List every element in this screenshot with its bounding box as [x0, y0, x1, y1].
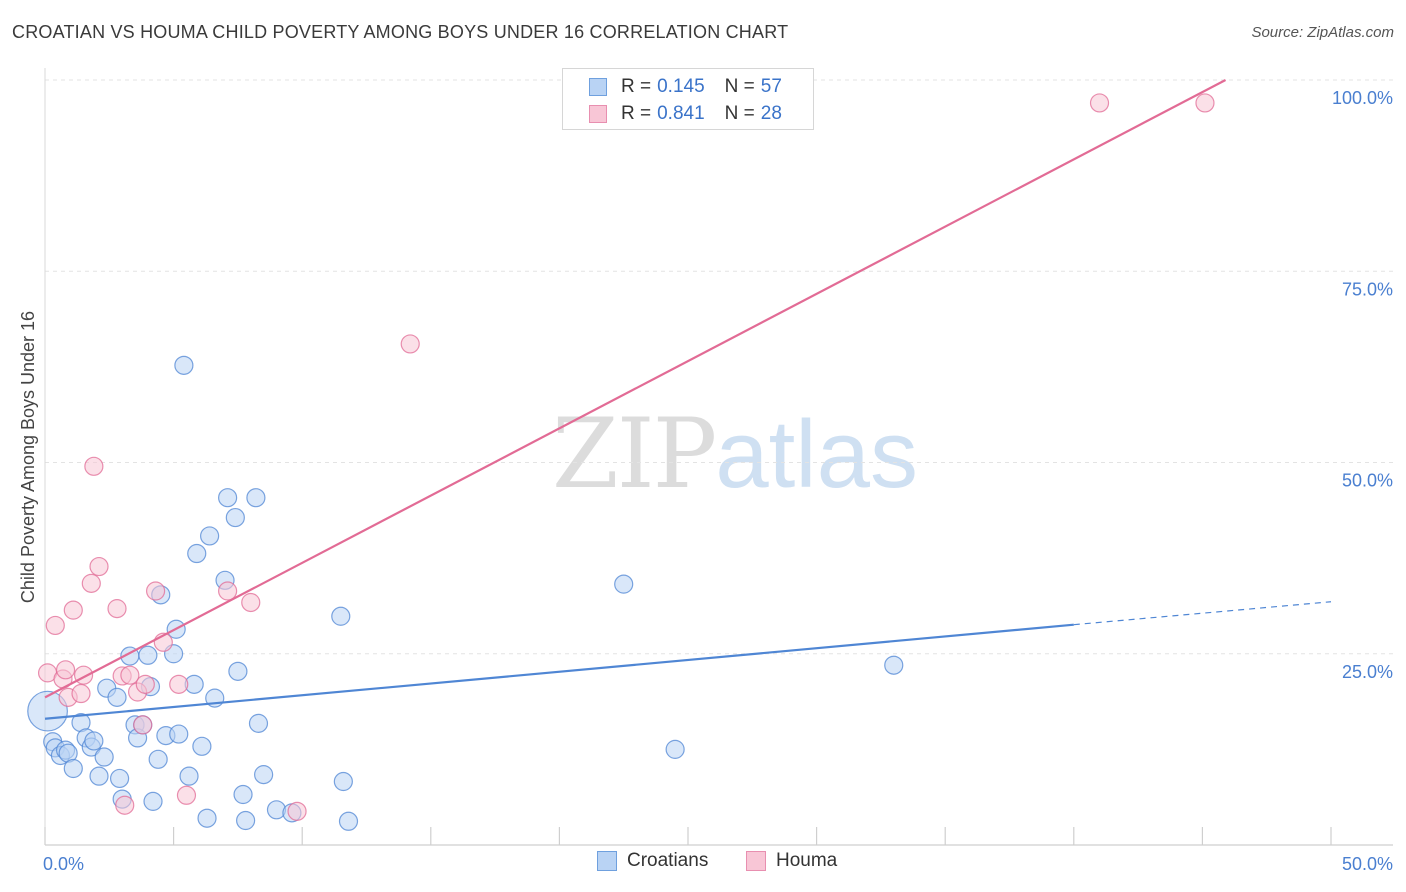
legend-r-label: R =	[621, 76, 652, 97]
trend-line-extension-croatians	[1073, 601, 1332, 626]
point-houma	[135, 674, 155, 694]
legend-label-croatians: Croatians	[627, 850, 709, 871]
axes	[44, 68, 1393, 846]
legend-n-value: 28	[760, 103, 782, 124]
point-croatians	[187, 543, 207, 564]
point-croatians	[218, 488, 238, 508]
point-croatians	[254, 765, 274, 785]
point-houma	[81, 573, 101, 593]
x-tick-label: 50.0%	[1342, 854, 1393, 874]
point-croatians	[331, 606, 351, 626]
legend-r-value: 0.145	[657, 76, 705, 97]
legend-n-label: N =	[724, 76, 755, 97]
point-houma	[169, 674, 189, 694]
point-houma	[63, 600, 83, 620]
tick-labels: 25.0% 50.0% 75.0% 100.0% 0.0% 50.0%	[43, 88, 1393, 874]
chart-title: CROATIAN VS HOUMA CHILD POVERTY AMONG BO…	[12, 22, 789, 42]
point-houma	[115, 795, 135, 815]
point-houma	[400, 334, 420, 354]
y-tick-label: 75.0%	[1342, 279, 1393, 299]
point-houma	[145, 581, 166, 601]
point-croatians	[94, 747, 114, 767]
y-tick-label: 50.0%	[1342, 471, 1393, 491]
point-houma	[176, 785, 197, 805]
point-croatians	[333, 771, 353, 792]
point-croatians	[236, 810, 256, 831]
trend-line-houma	[44, 79, 1227, 699]
legend-n-value: 57	[760, 76, 782, 97]
legend-swatch-houma	[589, 105, 607, 123]
point-houma	[1089, 93, 1110, 113]
y-tick-label: 25.0%	[1342, 662, 1393, 682]
legend-swatch-croatians	[589, 78, 607, 96]
point-croatians	[228, 661, 248, 681]
point-croatians	[266, 800, 287, 820]
legend-item-houma[interactable]: Houma	[746, 850, 837, 872]
trend-line-croatians	[44, 623, 1074, 720]
legend-r-value: 0.841	[657, 103, 705, 124]
y-tick-label: 100.0%	[1332, 88, 1393, 108]
point-croatians	[884, 655, 904, 675]
series-legend: Croatians Houma	[0, 850, 1406, 880]
point-croatians	[665, 739, 685, 759]
source-credit: Source: ZipAtlas.com	[1251, 24, 1394, 41]
point-croatians	[148, 749, 168, 769]
legend-label-houma: Houma	[776, 850, 838, 871]
point-croatians	[338, 811, 359, 831]
point-croatians	[233, 784, 253, 805]
point-croatians	[248, 713, 269, 733]
point-houma	[55, 660, 76, 680]
legend-row-houma: R = 0.841 N = 28	[589, 100, 782, 128]
point-croatians	[109, 768, 130, 789]
point-croatians	[27, 690, 68, 732]
point-croatians	[89, 766, 109, 786]
point-houma	[1195, 93, 1215, 113]
point-croatians	[143, 791, 163, 811]
grid-lines	[45, 79, 1393, 655]
point-croatians	[107, 687, 127, 707]
point-houma	[71, 683, 91, 704]
legend-swatch-houma	[746, 851, 766, 871]
point-houma	[241, 592, 261, 613]
trend-lines	[44, 79, 1332, 720]
x-tick-label: 0.0%	[43, 854, 84, 874]
point-croatians	[225, 507, 245, 528]
point-houma	[133, 715, 153, 735]
point-houma	[287, 801, 307, 821]
point-croatians	[84, 731, 104, 751]
legend-n-label: N =	[724, 103, 755, 124]
legend-row-croatians: R = 0.145 N = 57	[589, 73, 782, 101]
point-croatians	[197, 808, 217, 828]
legend-r-label: R =	[621, 103, 652, 124]
point-croatians	[192, 736, 212, 756]
y-axis-label: Child Poverty Among Boys Under 16	[18, 311, 38, 603]
point-croatians	[63, 758, 83, 779]
point-houma	[84, 456, 104, 476]
point-croatians	[174, 355, 194, 375]
legend-swatch-croatians	[597, 851, 617, 871]
correlation-legend: R = 0.145 N = 57 R = 0.841 N = 28	[562, 68, 814, 130]
point-croatians	[200, 526, 220, 546]
point-croatians	[614, 574, 634, 594]
point-houma	[120, 665, 140, 685]
data-points	[27, 93, 1215, 831]
point-houma	[218, 581, 238, 601]
point-croatians	[246, 488, 266, 508]
point-croatians	[169, 724, 189, 744]
legend-item-croatians[interactable]: Croatians	[597, 850, 708, 872]
point-houma	[107, 599, 127, 619]
point-croatians	[179, 766, 199, 786]
point-houma	[45, 615, 65, 636]
point-croatians	[138, 645, 158, 665]
point-houma	[89, 556, 109, 577]
